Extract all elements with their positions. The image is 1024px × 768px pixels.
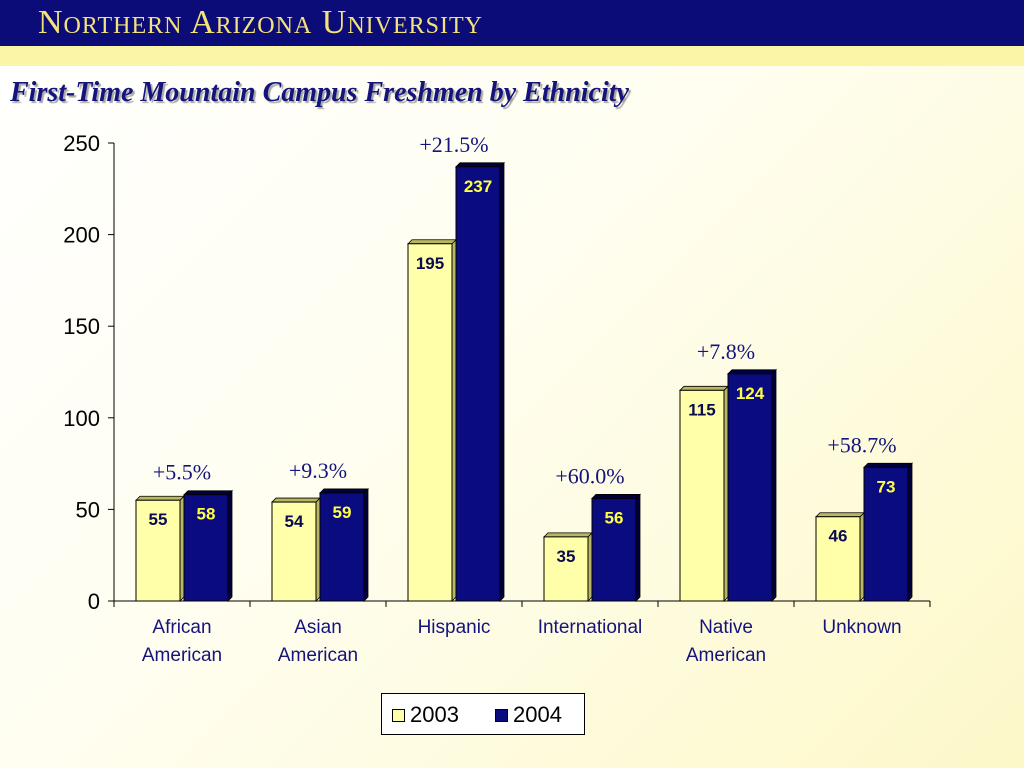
header-bar: Northern Arizona University [0, 0, 1024, 46]
x-category-label: African American [141, 617, 223, 666]
data-label: 59 [333, 503, 352, 522]
header-band [0, 46, 1024, 66]
data-label: 46 [829, 527, 848, 546]
y-tick-label: 50 [76, 497, 100, 522]
y-tick-label: 100 [63, 406, 100, 431]
bar-2004-0 [183, 494, 229, 602]
bar-top [815, 512, 865, 518]
bar-2004-4 [727, 373, 773, 602]
bar-side [363, 487, 369, 602]
change-annotation: +9.3% [289, 458, 347, 483]
data-label: 115 [688, 400, 715, 419]
change-annotation: +21.5% [419, 132, 488, 157]
x-category-label: Unknown [822, 617, 902, 638]
data-label: 55 [149, 510, 168, 529]
bar-side [587, 531, 593, 602]
bar-top [863, 462, 913, 468]
bar-side [635, 493, 641, 602]
legend: 2003 2004 [381, 693, 585, 735]
bar-top [271, 497, 321, 503]
data-label: 56 [605, 508, 624, 527]
legend-swatch-2003 [392, 709, 405, 722]
bar-top [183, 490, 233, 496]
legend-label-2003: 2003 [410, 702, 459, 727]
y-tick-label: 0 [88, 589, 100, 614]
change-annotation: +7.8% [697, 339, 755, 364]
bar-2004-1 [319, 492, 365, 602]
bar-2003-1 [271, 501, 317, 602]
change-annotation: +58.7% [827, 432, 896, 457]
bar-top [727, 369, 777, 375]
bar-top [407, 239, 457, 245]
y-tick-label: 200 [63, 223, 100, 248]
data-label: 124 [736, 384, 765, 403]
bar-2003-2 [407, 243, 453, 602]
x-category-label: Native American [685, 617, 767, 666]
bar-top [543, 532, 593, 538]
bar-top [319, 488, 369, 494]
bar-2003-4 [679, 389, 725, 602]
bar-side [315, 497, 321, 602]
y-tick-label: 150 [63, 314, 100, 339]
change-annotation: +60.0% [555, 463, 624, 488]
bar-side [499, 161, 505, 602]
bar-2003-0 [135, 499, 181, 602]
bar-2003-3 [543, 536, 589, 602]
bar-top [679, 385, 729, 391]
bar-side [907, 462, 913, 602]
y-tick-label: 250 [63, 131, 100, 156]
x-category-label: International [537, 617, 643, 638]
x-category-label: Hispanic [417, 617, 491, 638]
data-label: 73 [877, 477, 896, 496]
bar-side [451, 238, 457, 602]
data-label: 237 [464, 177, 492, 196]
change-annotation: +5.5% [153, 460, 211, 485]
data-label: 58 [197, 505, 216, 524]
bar-top [135, 495, 185, 501]
bar-2004-3 [591, 497, 637, 602]
data-label: 195 [416, 254, 444, 273]
bar-side [859, 511, 865, 602]
bar-side [723, 385, 729, 602]
data-label: 54 [285, 512, 304, 531]
university-title: Northern Arizona University [38, 4, 483, 41]
legend-label-2004: 2004 [513, 702, 562, 727]
slide-title: First-Time Mountain Campus Freshmen by E… [10, 77, 629, 108]
legend-swatch-2004 [495, 709, 508, 722]
data-label: 35 [557, 547, 576, 566]
bar-side [179, 495, 185, 602]
bar-top [455, 162, 505, 168]
bar-side [227, 489, 233, 602]
bar-2003-5 [815, 516, 861, 602]
bar-2004-2 [455, 166, 501, 602]
x-category-label: Asian American [277, 617, 359, 666]
bar-top [591, 494, 641, 499]
bar-2004-5 [863, 466, 909, 602]
bar-side [771, 368, 777, 602]
